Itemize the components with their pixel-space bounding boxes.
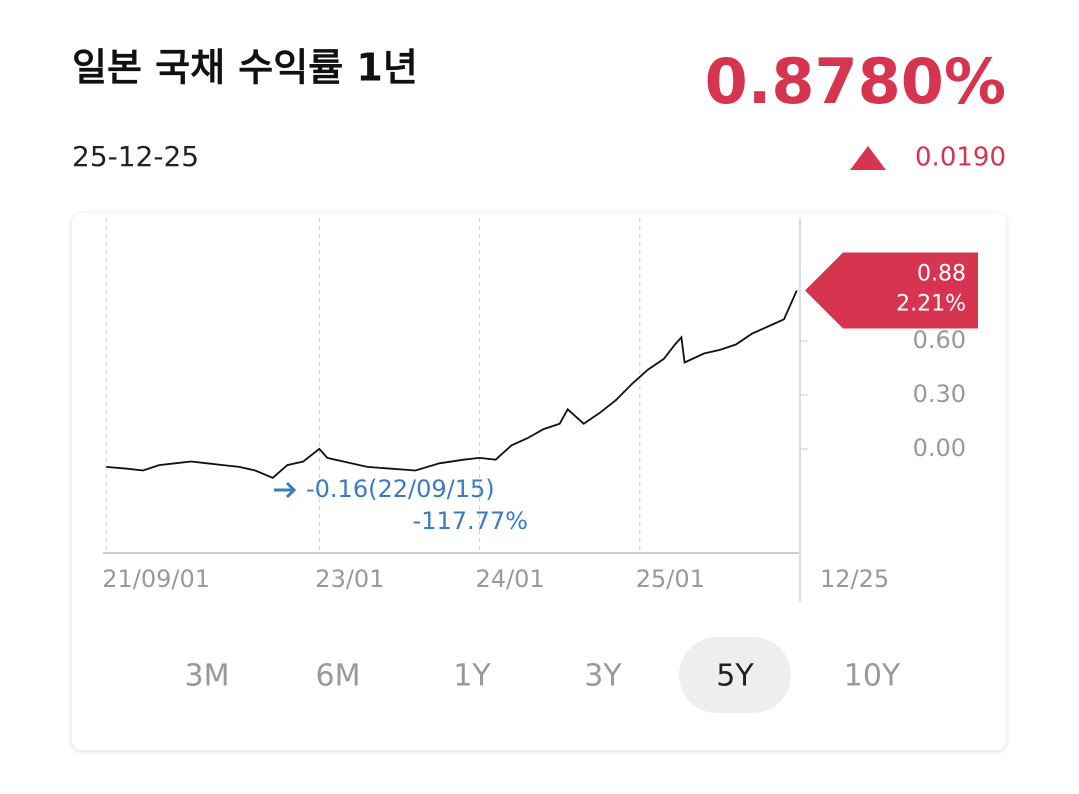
date: 25-12-25 — [72, 140, 199, 173]
y-tick-label: 0.60 — [913, 326, 966, 354]
tab[interactable]: 1Y — [453, 659, 491, 694]
low-label: -0.16(22/09/15) — [306, 475, 495, 503]
change: 0.0190 — [915, 143, 1006, 173]
low-change: -117.77% — [413, 507, 528, 535]
title: 일본 국채 수익률 1년 — [72, 46, 418, 90]
x-tick-label: 12/25 — [820, 565, 889, 593]
tab[interactable]: 5Y — [716, 659, 754, 694]
x-tick-label: 24/01 — [476, 565, 545, 593]
price: 0.8780% — [705, 45, 1006, 118]
tab[interactable]: 3Y — [584, 659, 622, 694]
x-tick-label: 21/09/01 — [102, 565, 210, 593]
x-tick-label: 23/01 — [315, 565, 384, 593]
current-value: 0.88 — [917, 262, 966, 287]
y-tick-label: 0.00 — [913, 434, 966, 462]
up-icon — [850, 146, 886, 170]
x-tick-label: 25/01 — [636, 565, 705, 593]
tab[interactable]: 6M — [316, 659, 361, 694]
y-tick-label: 0.30 — [913, 380, 966, 408]
tab[interactable]: 10Y — [844, 659, 901, 694]
current-change: 2.21% — [896, 292, 966, 317]
tab[interactable]: 3M — [185, 659, 230, 694]
